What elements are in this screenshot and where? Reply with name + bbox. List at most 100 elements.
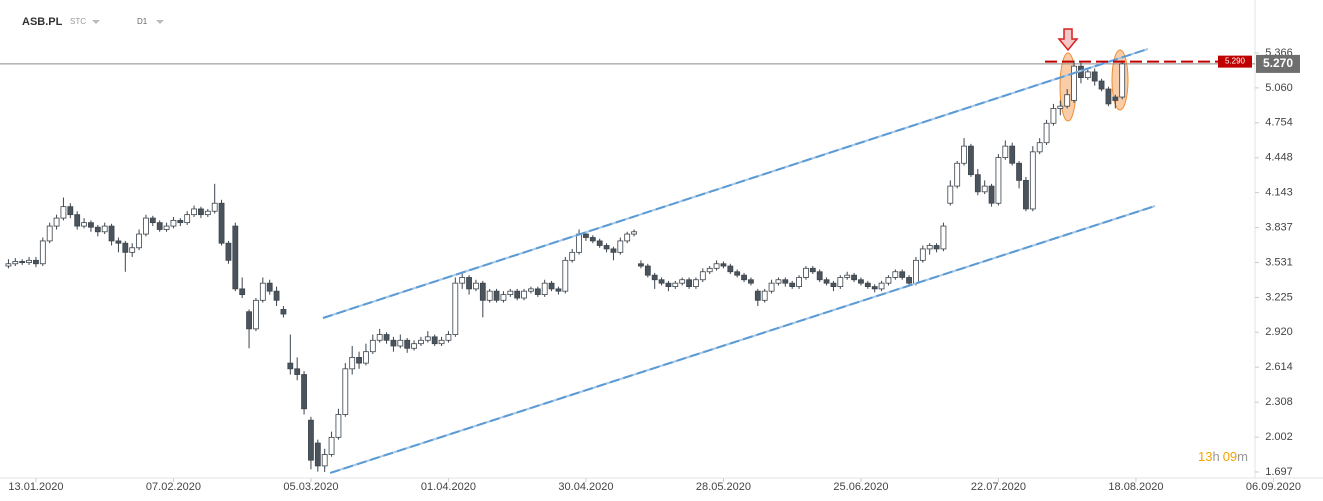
- candle-body: [1084, 71, 1091, 79]
- candle-body: [101, 225, 108, 233]
- x-tick-label: 06.09.2020: [1246, 481, 1301, 493]
- candle-body: [844, 274, 851, 278]
- timer-minutes: 09: [1223, 449, 1237, 464]
- candle-body: [225, 242, 232, 261]
- candle-body: [5, 263, 12, 267]
- candle-body: [33, 259, 39, 265]
- candle-body: [466, 277, 472, 290]
- candle-body: [1105, 88, 1112, 105]
- candle-body: [108, 225, 115, 242]
- candle-body: [273, 290, 280, 301]
- candle-body: [280, 309, 287, 315]
- x-tick-label: 05.03.2020: [283, 481, 338, 493]
- candle-body: [940, 225, 947, 250]
- candle-body: [816, 271, 823, 281]
- source[interactable]: STC: [70, 17, 86, 26]
- x-tick-label: 01.04.2020: [421, 481, 476, 493]
- candle-body: [878, 282, 885, 290]
- candle-body: [1091, 71, 1098, 82]
- y-tick-label: 2.614: [1265, 361, 1293, 373]
- candle-body: [39, 240, 46, 265]
- candle-body: [926, 245, 933, 250]
- x-tick-label: 25.06.2020: [833, 481, 888, 493]
- candle-body: [1064, 94, 1071, 107]
- candle-body: [1112, 96, 1119, 101]
- price-label-box: [1256, 54, 1300, 73]
- candle-body: [864, 282, 871, 287]
- candle-body: [253, 299, 259, 330]
- candle-body: [768, 282, 775, 292]
- candle-body: [658, 279, 665, 284]
- candle-body: [397, 339, 404, 347]
- source-caret[interactable]: [92, 20, 100, 24]
- candle-body: [851, 274, 857, 281]
- candle-body: [184, 214, 191, 224]
- y-tick-label: 2.002: [1265, 431, 1293, 443]
- candle-body: [830, 282, 837, 287]
- x-tick-label: 18.08.2020: [1108, 481, 1163, 493]
- candle-body: [631, 231, 637, 235]
- y-tick-label: 4.448: [1265, 152, 1293, 164]
- candle-body: [596, 240, 603, 246]
- x-tick-label: 07.02.2020: [146, 481, 201, 493]
- candle-body: [720, 263, 727, 267]
- symbol[interactable]: ASB.PL: [22, 16, 63, 28]
- candle-body: [638, 263, 644, 267]
- candle-body: [94, 226, 101, 233]
- candle-body: [156, 222, 163, 230]
- candle-body: [961, 145, 967, 164]
- candle-body: [514, 290, 521, 299]
- candle-body: [335, 414, 342, 438]
- y-tick-label: 3.531: [1265, 256, 1293, 268]
- candle-body: [369, 339, 376, 353]
- candle-body: [823, 279, 830, 284]
- candle-body: [356, 357, 362, 364]
- candle-body: [204, 210, 211, 216]
- candle-body: [734, 271, 741, 276]
- interval[interactable]: D1: [137, 17, 148, 26]
- y-tick-label: 3.225: [1265, 291, 1293, 303]
- candle-body: [885, 277, 892, 284]
- candle-body: [528, 288, 534, 292]
- candle-body: [438, 339, 445, 345]
- candle-body: [88, 222, 94, 228]
- candle-body: [1016, 162, 1022, 181]
- candle-body: [1009, 145, 1016, 164]
- candle-body: [789, 282, 796, 287]
- candle-body: [301, 374, 307, 410]
- candle-body: [541, 282, 548, 295]
- candle-body: [1023, 179, 1029, 210]
- candle-body: [507, 290, 514, 295]
- candle-body: [899, 271, 906, 278]
- y-tick-label: 2.308: [1265, 396, 1293, 408]
- candle-body: [534, 288, 541, 295]
- candle-body: [383, 334, 390, 341]
- candle-body: [610, 248, 617, 253]
- candle-body: [431, 336, 438, 345]
- trendline: [322, 47, 1149, 319]
- candle-body: [589, 237, 596, 242]
- candle-body: [143, 217, 149, 235]
- candle-body: [858, 279, 864, 284]
- candle-body: [115, 240, 122, 244]
- candle-body: [376, 334, 383, 341]
- trendline: [329, 205, 1156, 474]
- candle-body: [679, 279, 686, 284]
- candle-body: [12, 261, 19, 265]
- candle-body: [321, 454, 328, 467]
- candle-body: [294, 368, 301, 375]
- candle-body: [548, 282, 555, 290]
- candle-body: [459, 277, 466, 284]
- candle-body: [754, 290, 761, 301]
- candle-body: [1057, 105, 1064, 109]
- candle-body: [974, 174, 981, 193]
- candle-body: [479, 282, 486, 301]
- candle-body: [796, 277, 802, 287]
- interval-caret[interactable]: [156, 20, 164, 24]
- candle-body: [287, 362, 294, 370]
- candle-body: [686, 279, 692, 287]
- candle-body: [837, 277, 844, 287]
- candle-body: [947, 185, 954, 204]
